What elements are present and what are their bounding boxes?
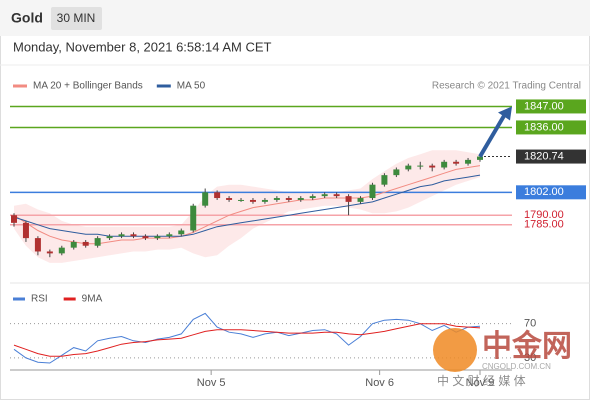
instrument: Gold xyxy=(11,10,43,26)
candle-body xyxy=(46,251,53,254)
candle-body xyxy=(178,230,185,235)
candle-body xyxy=(238,199,245,201)
candle-body xyxy=(34,238,41,252)
ma20-line xyxy=(13,165,481,245)
candle-body xyxy=(11,215,17,223)
candle-body xyxy=(22,222,29,239)
watermark-logo xyxy=(433,328,477,372)
level-tag xyxy=(516,99,586,114)
x-tick-label: Nov 5 xyxy=(197,377,226,389)
legend-label: RSI xyxy=(31,294,48,305)
watermark-tagline: 中 文 财 经 媒 体 xyxy=(437,373,526,388)
level-label: 1836.00 xyxy=(524,121,564,133)
candle-body xyxy=(417,165,424,167)
arrow-head xyxy=(498,106,512,121)
candle-body xyxy=(82,241,89,246)
watermark: 中金网 CNGOLD.COM.CN 中 文 财 经 媒 体 xyxy=(433,328,572,388)
level-tag xyxy=(516,185,586,200)
candle-body xyxy=(130,234,137,237)
level-label: 1847.00 xyxy=(524,100,564,112)
candle-body xyxy=(285,198,292,200)
y-tick-label: 30 xyxy=(524,352,536,364)
candle-body xyxy=(166,234,173,237)
level-label: 1785.00 xyxy=(524,219,564,231)
legend-label: MA 50 xyxy=(177,81,206,92)
candle-body xyxy=(142,236,149,239)
level-tag xyxy=(516,149,586,164)
level-tag xyxy=(516,120,586,135)
legend-label: MA 20 + Bollinger Bands xyxy=(33,81,143,92)
candle-body xyxy=(249,199,256,202)
x-tick-label: Nov 9 xyxy=(466,377,495,389)
candle-body xyxy=(297,198,304,200)
candle-body xyxy=(309,196,316,199)
watermark-brand: 中金网 xyxy=(482,329,572,363)
candle-body xyxy=(465,159,472,164)
ma50-line xyxy=(13,174,481,237)
candle-body xyxy=(441,161,448,168)
candle-body xyxy=(453,161,460,164)
candle-body xyxy=(70,241,77,248)
rsi-line xyxy=(13,323,481,357)
watermark-site: CNGOLD.COM.CN xyxy=(482,362,551,371)
projection-arrow xyxy=(478,111,508,158)
candle-body xyxy=(58,247,65,254)
level-label: 1790.00 xyxy=(524,209,564,221)
candle-body xyxy=(226,198,233,200)
candle-body xyxy=(118,234,125,237)
rsi-line xyxy=(13,312,481,364)
candle-body xyxy=(202,192,209,206)
level-label: 1820.74 xyxy=(524,150,564,162)
candle-body xyxy=(94,238,101,246)
candle-body xyxy=(190,205,197,231)
timeframe-chip[interactable] xyxy=(51,7,102,30)
candle-body xyxy=(106,236,113,239)
candle-body xyxy=(405,165,412,170)
candle-body xyxy=(333,194,340,197)
candle-body xyxy=(393,169,400,176)
candle-body xyxy=(321,194,328,197)
timeframe[interactable]: 30 MIN xyxy=(57,11,96,25)
candle-body xyxy=(154,236,161,239)
x-tick-label: Nov 6 xyxy=(365,377,394,389)
candle-body xyxy=(477,156,483,160)
legend-label: 9MA xyxy=(82,294,103,305)
candle-body xyxy=(357,198,364,202)
candle-body xyxy=(214,192,221,199)
timestamp: Monday, November 8, 2021 6:58:14 AM CET xyxy=(13,39,272,54)
candle-body xyxy=(369,184,376,199)
candle-body xyxy=(273,198,280,200)
candle-body xyxy=(345,196,352,202)
source: Research © 2021 Trading Central xyxy=(432,81,581,92)
y-tick-label: 70 xyxy=(524,318,536,330)
candle-body xyxy=(381,175,388,185)
candle-body xyxy=(261,199,268,202)
candle-body xyxy=(429,165,436,168)
level-label: 1802.00 xyxy=(524,186,564,198)
